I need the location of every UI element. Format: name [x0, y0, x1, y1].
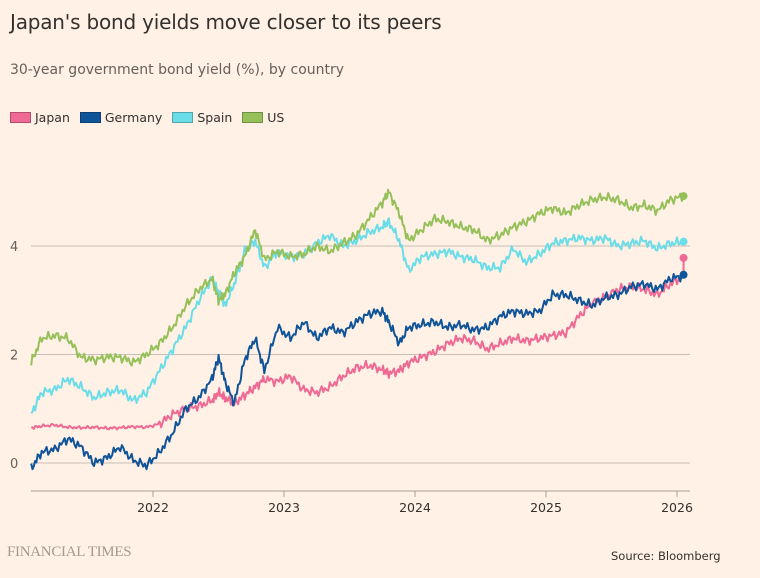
y-tick-label: 4: [10, 240, 18, 255]
legend-label-japan: Japan: [35, 110, 70, 125]
x-tick-label: 2025: [530, 500, 562, 515]
x-tick-label: 2026: [661, 500, 693, 515]
x-tick-label: 2024: [399, 500, 431, 515]
y-axis: 0 2 4: [10, 240, 18, 472]
legend-label-us: US: [267, 110, 285, 125]
chart-title: Japan's bond yields move closer to its p…: [10, 10, 442, 34]
legend-item-us: US: [242, 110, 284, 125]
end-marker-japan: [679, 253, 688, 262]
end-markers: [679, 192, 688, 279]
legend-swatch-germany: [79, 112, 101, 123]
gridlines: [31, 245, 690, 464]
series-line-japan: [30, 275, 685, 431]
source-note: Source: Bloomberg: [611, 549, 721, 563]
legend-swatch-japan: [10, 112, 31, 123]
legend: Japan Germany Spain US: [10, 110, 284, 125]
x-tick-label: 2023: [268, 500, 300, 515]
series-line-germany: [30, 273, 685, 471]
series-lines: [30, 188, 685, 471]
y-tick-label: 0: [10, 457, 18, 472]
x-axis: 2022 2023 2024 2025 2026: [31, 490, 693, 515]
legend-swatch-spain: [172, 112, 194, 123]
end-marker-spain: [679, 237, 688, 246]
end-marker-us: [679, 192, 688, 201]
legend-label-germany: Germany: [104, 110, 163, 125]
legend-swatch-us: [242, 112, 264, 123]
ft-logo: FINANCIAL TIMES: [7, 544, 132, 560]
x-tick-label: 2022: [137, 500, 169, 515]
chart-subtitle: 30-year government bond yield (%), by co…: [10, 62, 345, 78]
series-line-us: [30, 188, 685, 367]
end-marker-germany: [679, 270, 688, 279]
legend-label-spain: Spain: [197, 110, 233, 125]
legend-item-germany: Germany: [79, 110, 163, 125]
legend-item-spain: Spain: [172, 110, 232, 125]
series-line-spain: [30, 217, 684, 414]
y-tick-label: 2: [10, 349, 18, 364]
legend-item-japan: Japan: [10, 110, 70, 125]
